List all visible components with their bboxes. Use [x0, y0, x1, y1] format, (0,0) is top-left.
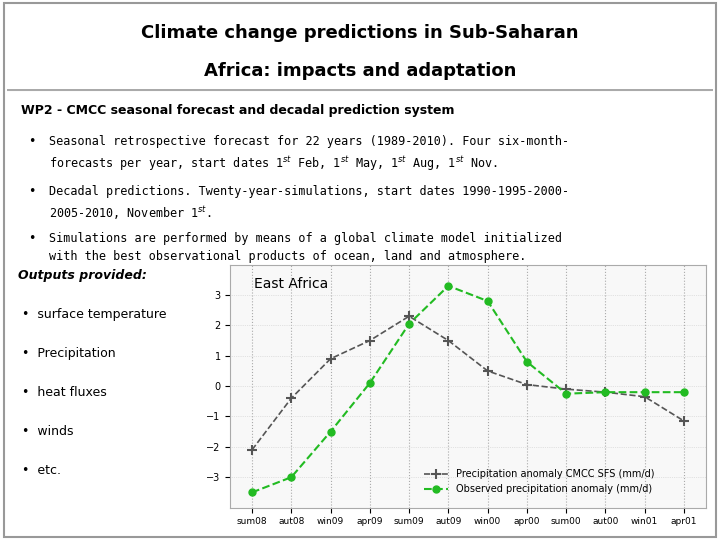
- Precipitation anomaly CMCC SFS (mm/d): [248, 447, 256, 453]
- Text: WP2 - CMCC seasonal forecast and decadal prediction system: WP2 - CMCC seasonal forecast and decadal…: [22, 104, 455, 117]
- Text: •: •: [28, 232, 35, 245]
- Observed precipitation anomaly (mm/d): [562, 390, 570, 397]
- Legend: Precipitation anomaly CMCC SFS (mm/d), Observed precipitation anomaly (mm/d): Precipitation anomaly CMCC SFS (mm/d), O…: [420, 465, 659, 498]
- Precipitation anomaly CMCC SFS (mm/d): [523, 381, 531, 388]
- Text: •: •: [28, 185, 35, 198]
- Precipitation anomaly CMCC SFS (mm/d): [601, 389, 610, 395]
- Observed precipitation anomaly (mm/d): [444, 282, 453, 289]
- Precipitation anomaly CMCC SFS (mm/d): [405, 313, 413, 320]
- Text: •  surface temperature: • surface temperature: [22, 308, 167, 321]
- Precipitation anomaly CMCC SFS (mm/d): [640, 394, 649, 400]
- Text: Decadal predictions. Twenty-year-simulations, start dates 1990-1995-2000-
2005-2: Decadal predictions. Twenty-year-simulat…: [49, 185, 569, 222]
- Observed precipitation anomaly (mm/d): [326, 428, 335, 435]
- Precipitation anomaly CMCC SFS (mm/d): [444, 338, 453, 344]
- Line: Observed precipitation anomaly (mm/d): Observed precipitation anomaly (mm/d): [248, 282, 688, 496]
- Observed precipitation anomaly (mm/d): [366, 380, 374, 386]
- Observed precipitation anomaly (mm/d): [287, 474, 296, 481]
- Observed precipitation anomaly (mm/d): [405, 321, 413, 327]
- Text: Climate change predictions in Sub-Saharan: Climate change predictions in Sub-Sahara…: [141, 24, 579, 43]
- Text: •  Precipitation: • Precipitation: [22, 347, 116, 360]
- Text: •  winds: • winds: [22, 425, 74, 438]
- Observed precipitation anomaly (mm/d): [680, 389, 688, 395]
- Observed precipitation anomaly (mm/d): [601, 389, 610, 395]
- Precipitation anomaly CMCC SFS (mm/d): [562, 386, 570, 393]
- Text: Simulations are performed by means of a global climate model initialized
with th: Simulations are performed by means of a …: [49, 232, 562, 263]
- Text: •  etc.: • etc.: [22, 464, 61, 477]
- Precipitation anomaly CMCC SFS (mm/d): [366, 338, 374, 344]
- Precipitation anomaly CMCC SFS (mm/d): [326, 355, 335, 362]
- Observed precipitation anomaly (mm/d): [248, 489, 256, 496]
- Text: Seasonal retrospective forecast for 22 years (1989-2010). Four six-month-
foreca: Seasonal retrospective forecast for 22 y…: [49, 135, 569, 173]
- Text: •  heat fluxes: • heat fluxes: [22, 386, 107, 399]
- Text: East Africa: East Africa: [254, 277, 328, 291]
- Precipitation anomaly CMCC SFS (mm/d): [287, 395, 296, 402]
- Text: Africa: impacts and adaptation: Africa: impacts and adaptation: [204, 62, 516, 80]
- Text: Outputs provided:: Outputs provided:: [19, 269, 148, 282]
- Line: Precipitation anomaly CMCC SFS (mm/d): Precipitation anomaly CMCC SFS (mm/d): [247, 312, 689, 455]
- Observed precipitation anomaly (mm/d): [640, 389, 649, 395]
- Observed precipitation anomaly (mm/d): [483, 298, 492, 305]
- Precipitation anomaly CMCC SFS (mm/d): [680, 418, 688, 424]
- Observed precipitation anomaly (mm/d): [523, 359, 531, 365]
- Text: •: •: [28, 135, 35, 148]
- Precipitation anomaly CMCC SFS (mm/d): [483, 368, 492, 374]
